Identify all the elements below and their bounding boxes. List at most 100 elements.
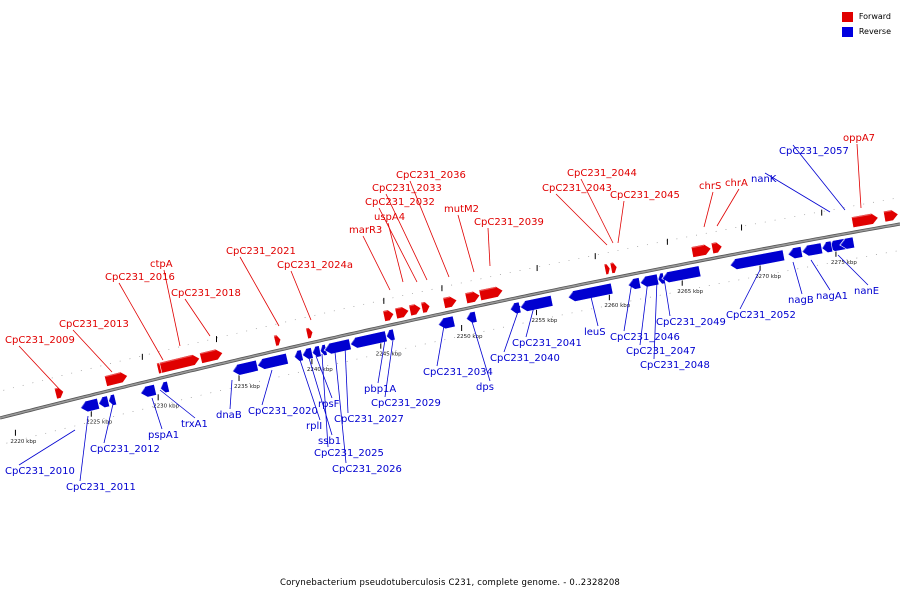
gene-label-CpC231_2012: CpC231_2012 [90, 444, 160, 455]
gene-label-chrS: chrS [699, 181, 721, 192]
forward-guide-line [0, 198, 896, 392]
CpC231_2040-gene-shade [509, 303, 515, 311]
CpC231_2021-connector [239, 256, 280, 327]
gene-label-CpC231_2041: CpC231_2041 [512, 338, 582, 349]
CpC231_2046-connector [623, 281, 633, 332]
CpC231_2024a-gene-arrow [305, 327, 314, 340]
gene-label-CpC231_2034: CpC231_2034 [423, 367, 493, 378]
CpC231_2033-gene-arrow [420, 301, 431, 314]
nanK-gene-arrow [839, 236, 856, 250]
gene-label-uspA4: uspA4 [374, 212, 405, 223]
CpC231_2018-connector [184, 298, 211, 337]
CpC231_2009-gene-shade [54, 387, 59, 390]
CpC231_2012-gene-shade [107, 395, 112, 403]
gene-label-pspA1: pspA1 [148, 430, 179, 441]
gene-label-CpC231_2048: CpC231_2048 [640, 360, 710, 371]
CpC231_2025-connector [321, 353, 329, 448]
CpC231_2039-gene-arrow [478, 286, 504, 302]
CpC231_2020-connector [261, 369, 273, 406]
gene-label-CpC231_2052: CpC231_2052 [726, 310, 796, 321]
CpC231_2016-gene-shade [156, 362, 160, 365]
CpC231_2041-gene-shade [519, 301, 526, 309]
mutM2-gene-shade [464, 291, 473, 295]
CpC231_2043-gene-shade [603, 264, 607, 266]
uspA4-gene-shade [394, 307, 402, 310]
gene-label-CpC231_2046: CpC231_2046 [610, 332, 680, 343]
gene-label-dps: dps [476, 382, 494, 393]
gene-label-CpC231_2033: CpC231_2033 [372, 183, 442, 194]
nagB-connector [792, 261, 803, 295]
CpC231_2039-gene-shade [478, 286, 496, 292]
CpC231_2048-gene-shade [657, 274, 661, 281]
gene-label-CpC231_2010: CpC231_2010 [5, 466, 75, 477]
gene-label-marR3: marR3 [349, 225, 382, 236]
CpC231_2018-gene-shade [199, 349, 216, 355]
gene-label-nagA1: nagA1 [816, 291, 848, 302]
gene-label-CpC231_2040: CpC231_2040 [490, 353, 560, 364]
trxA1-gene-shade [159, 382, 164, 390]
CpC231_2036-connector [409, 180, 450, 278]
leuS-gene-arrow [567, 282, 614, 302]
CpC231_2010-gene-shade [80, 401, 86, 410]
CpC231_2032-connector [378, 207, 418, 283]
gene-label-CpC231_2027: CpC231_2027 [334, 414, 404, 425]
legend-forward-label: Forward [858, 12, 891, 21]
CpC231_2026-gene-shade [323, 344, 330, 352]
scale-tick-label: 2240 kbp [307, 367, 333, 373]
reverse-swatch [841, 26, 853, 37]
scale-tick-label: 2250 kbp [457, 334, 483, 340]
gene-label-CpC231_2047: CpC231_2047 [626, 346, 696, 357]
scale-tick-label: 2260 kbp [604, 303, 630, 309]
CpC231_2049-gene-shade [661, 272, 668, 280]
CpC231_2021-gene-arrow [273, 334, 282, 347]
CpC231_2041-connector [525, 302, 536, 338]
legend: Forward Reverse [841, 9, 891, 39]
edge-forward-gene-arrow [882, 209, 899, 223]
CpC231_2011-gene-shade [97, 397, 103, 405]
gene-label-CpC231_2016: CpC231_2016 [105, 272, 175, 283]
CpC231_2027-gene-shade [349, 338, 356, 346]
gene-label-CpC231_2036: CpC231_2036 [396, 170, 466, 181]
CpC231_2021-gene-shade [273, 335, 277, 338]
CpC231_2049-gene-arrow [661, 265, 702, 284]
gene-label-CpC231_2043: CpC231_2043 [542, 183, 612, 194]
uspA4-gene-arrow [394, 306, 410, 320]
gene-label-nanE: nanE [854, 286, 879, 297]
gene-label-rpsF: rpsF [318, 399, 340, 410]
CpC231_2048-connector [653, 279, 658, 360]
CpC231_2033-gene-shade [420, 302, 425, 304]
pspA1-connector [151, 397, 163, 430]
CpC231_2018-gene-arrow [199, 348, 224, 364]
scale-tick-label: 2220 kbp [10, 439, 36, 445]
pbp1A-connector [377, 339, 386, 384]
CpC231_2012-connector [103, 403, 114, 444]
CpC231_2046-gene-shade [627, 279, 634, 287]
mutM2-connector [457, 214, 475, 273]
chrA-connector [716, 188, 740, 227]
CpC231_2049-connector [663, 277, 671, 317]
dnaB-connector [229, 379, 233, 410]
nagA1-gene-shade [801, 246, 808, 254]
trxA1-gene-arrow [159, 380, 170, 394]
scale-tick-label: 2255 kbp [531, 318, 557, 324]
gene-label-CpC231_2032: CpC231_2032 [365, 197, 435, 208]
rplI-gene-shade [293, 351, 298, 359]
dps-connector [469, 314, 491, 382]
rpsF-gene-shade [311, 347, 316, 355]
dps-gene-shade [465, 313, 471, 321]
CpC231_2043-gene-arrow [603, 263, 611, 276]
legend-reverse: Reverse [841, 24, 891, 39]
gene-label-dnaB: dnaB [216, 410, 242, 421]
CpC231_2010-connector [18, 429, 76, 466]
gene-label-ssb1: ssb1 [318, 436, 341, 447]
pspA1-gene-arrow [139, 383, 157, 398]
gene-label-rplI: rplI [306, 421, 322, 432]
scale-tick-label: 2230 kbp [153, 403, 179, 409]
gene-label-CpC231_2020: CpC231_2020 [248, 406, 318, 417]
chrS-gene-shade [690, 244, 705, 249]
CpC231_2026-gene-arrow [323, 338, 352, 355]
CpC231_2043-connector [555, 193, 608, 246]
gene-label-CpC231_2025: CpC231_2025 [314, 448, 384, 459]
CpC231_2024a-connector [290, 270, 312, 321]
